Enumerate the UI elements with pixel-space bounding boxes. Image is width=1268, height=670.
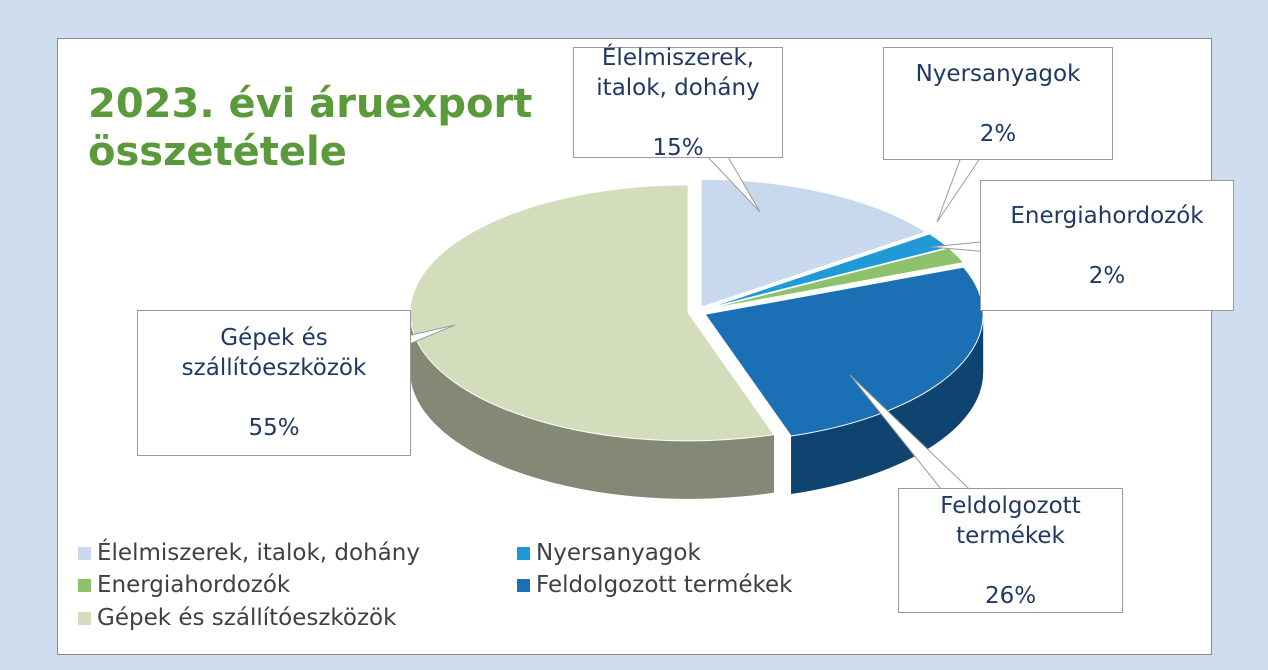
chart-title: 2023. évi áruexport összetétele — [88, 81, 533, 175]
callout-category: Feldolgozott termékek — [940, 492, 1081, 549]
callout-category: Energiahordozók — [1010, 202, 1204, 229]
callout-box: Gépek és szállítóeszközök 55% — [137, 310, 411, 456]
callout-value: 26% — [984, 582, 1037, 609]
legend-label: Élelmiszerek, italok, dohány — [97, 540, 420, 566]
callout-value: 55% — [248, 415, 300, 441]
callout-box: Feldolgozott termékek 26% — [898, 488, 1123, 613]
slice-side — [410, 312, 775, 499]
slice-side — [791, 314, 984, 495]
callout-box: Energiahordozók 2% — [980, 180, 1234, 311]
callout-category: Élelmiszerek, italok, dohány — [596, 44, 760, 101]
slice-side-shade — [791, 314, 984, 495]
legend-item: Feldolgozott termékek — [517, 572, 792, 598]
legend-swatch — [78, 578, 91, 592]
legend-item: Nyersanyagok — [517, 540, 701, 566]
legend-label: Energiahordozók — [97, 572, 291, 598]
slice-side-shade — [410, 312, 775, 499]
legend-item: Élelmiszerek, italok, dohány — [78, 540, 420, 566]
legend-item: Energiahordozók — [78, 572, 290, 598]
slice — [409, 184, 775, 442]
legend-label: Feldolgozott termékek — [536, 572, 793, 598]
callout-box: Nyersanyagok 2% — [883, 47, 1113, 160]
callout-value: 2% — [979, 120, 1017, 147]
slice — [704, 266, 984, 437]
legend-swatch — [78, 546, 91, 560]
callout-value: 15% — [652, 134, 704, 161]
legend-swatch — [517, 546, 530, 560]
callout-category: Nyersanyagok — [915, 60, 1081, 87]
legend-item: Gépek és szállítóeszközök — [78, 605, 396, 631]
slice — [700, 178, 928, 308]
legend-label: Nyersanyagok — [536, 540, 701, 566]
legend-swatch — [78, 611, 91, 625]
callout-category: Gépek és szállítóeszközök — [181, 325, 367, 381]
callout-box: Élelmiszerek, italok, dohány 15% — [573, 45, 783, 161]
callout-value: 2% — [1088, 262, 1126, 289]
legend-label: Gépek és szállítóeszközök — [97, 605, 397, 631]
legend-swatch — [517, 578, 530, 592]
